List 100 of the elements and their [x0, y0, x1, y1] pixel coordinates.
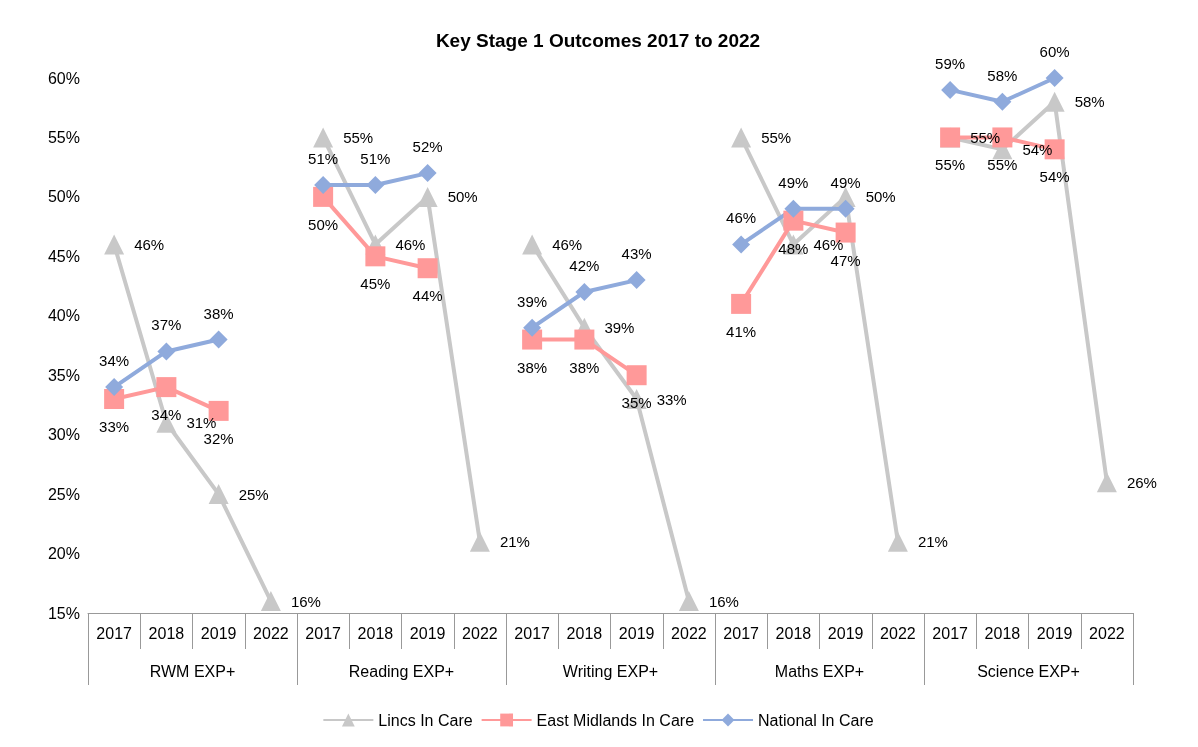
data-label: 51% — [308, 150, 339, 167]
y-tick-label: 15% — [47, 604, 80, 622]
y-tick-label: 20% — [47, 545, 80, 563]
data-label: 16% — [290, 592, 321, 610]
data-label: 42% — [569, 257, 600, 274]
text: Reading EXP+ — [348, 662, 455, 680]
data-label: 46% — [726, 209, 757, 227]
x-tick-label: 2019 — [1036, 624, 1073, 642]
y-tick-label: 25% — [47, 485, 80, 503]
data-label: 46% — [134, 235, 165, 253]
data-label: 50% — [447, 188, 478, 206]
x-tick-label: 2017 — [96, 624, 133, 642]
point — [575, 283, 594, 301]
x-tick-label: 2022 — [880, 624, 916, 642]
point — [1044, 91, 1065, 112]
y-tick-label: 45% — [47, 247, 80, 265]
point — [836, 199, 855, 218]
point — [732, 235, 751, 254]
x-tick-label: 2018 — [775, 624, 812, 642]
point — [208, 484, 229, 505]
y-tick-label: 35% — [47, 366, 80, 384]
data-label: 55% — [987, 156, 1018, 174]
data-label: 34% — [151, 406, 182, 424]
x-tick-label: 2017 — [305, 624, 342, 642]
point — [418, 164, 437, 183]
data-label: 38% — [569, 358, 600, 376]
data-label: 45% — [360, 275, 391, 293]
point — [574, 329, 595, 350]
y-tick-label: 30% — [47, 426, 80, 444]
point — [366, 176, 385, 194]
point — [314, 176, 333, 194]
point — [260, 591, 281, 612]
text: Maths EXP+ — [774, 662, 865, 680]
x-tick-label: 2019 — [409, 624, 446, 642]
point — [157, 342, 176, 361]
text: RWM EXP+ — [149, 662, 236, 680]
point — [365, 246, 386, 267]
data-label: 35% — [621, 394, 652, 412]
data-label: 55% — [935, 156, 966, 174]
data-label: 38% — [517, 358, 548, 376]
data-label: 25% — [238, 485, 269, 503]
point — [313, 127, 334, 148]
point — [993, 92, 1012, 111]
x-tick-label: 2022 — [671, 624, 707, 642]
data-label: 54% — [1039, 168, 1070, 186]
data-label: 33% — [656, 390, 687, 408]
x-tick-label: 2017 — [514, 624, 551, 642]
legend-label: East Midlands In Care — [536, 711, 695, 729]
data-label: 58% — [987, 66, 1018, 84]
data-label: 49% — [778, 173, 809, 191]
point — [678, 591, 699, 612]
data-label: 59% — [935, 54, 966, 72]
point — [469, 531, 490, 552]
data-label: 54% — [1022, 140, 1053, 158]
data-label: 34% — [99, 352, 130, 370]
data-label: 38% — [203, 304, 234, 322]
data-label: 39% — [604, 319, 635, 337]
data-label: 51% — [360, 150, 391, 167]
point — [417, 186, 438, 207]
y-tick-label: 40% — [47, 307, 80, 325]
data-label: 21% — [917, 533, 948, 551]
point — [627, 271, 646, 290]
data-label: 55% — [761, 128, 792, 146]
y-tick-label: 60% — [47, 69, 80, 87]
point — [731, 293, 752, 314]
data-label: 46% — [395, 235, 426, 253]
y-tick-label: 50% — [47, 188, 80, 206]
x-tick-label: 2017 — [723, 624, 760, 642]
x-tick-label: 2018 — [148, 624, 185, 642]
x-tick-label: 2022 — [462, 624, 498, 642]
data-label: 52% — [412, 138, 443, 156]
data-label: 26% — [1126, 473, 1157, 491]
x-tick-label: 2019 — [618, 624, 655, 642]
point — [522, 234, 543, 255]
point — [1045, 69, 1064, 87]
data-label: 44% — [412, 287, 443, 305]
data-label: 49% — [830, 173, 861, 191]
x-tick-label: 2018 — [357, 624, 394, 642]
point — [1096, 472, 1117, 493]
legend-label: Lincs In Care — [378, 711, 473, 729]
x-tick-label: 2018 — [566, 624, 603, 642]
data-label: 50% — [865, 188, 896, 206]
y-tick-label: 55% — [47, 128, 80, 146]
data-label: 46% — [552, 235, 583, 253]
point — [941, 80, 960, 99]
point — [887, 531, 908, 552]
chart-title: Key Stage 1 Outcomes 2017 to 2022 — [435, 30, 761, 51]
data-label: 55% — [343, 128, 374, 146]
data-label: 39% — [517, 292, 548, 310]
point — [105, 378, 124, 397]
point — [626, 365, 647, 386]
x-tick-label: 2017 — [932, 624, 969, 642]
data-label: 16% — [708, 592, 739, 610]
x-tick-label: 2019 — [827, 624, 864, 642]
data-label: 37% — [151, 316, 182, 334]
point — [209, 330, 228, 349]
data-label: 50% — [308, 215, 339, 233]
data-label: 47% — [830, 251, 861, 269]
point — [731, 127, 752, 148]
x-tick-label: 2018 — [984, 624, 1021, 642]
